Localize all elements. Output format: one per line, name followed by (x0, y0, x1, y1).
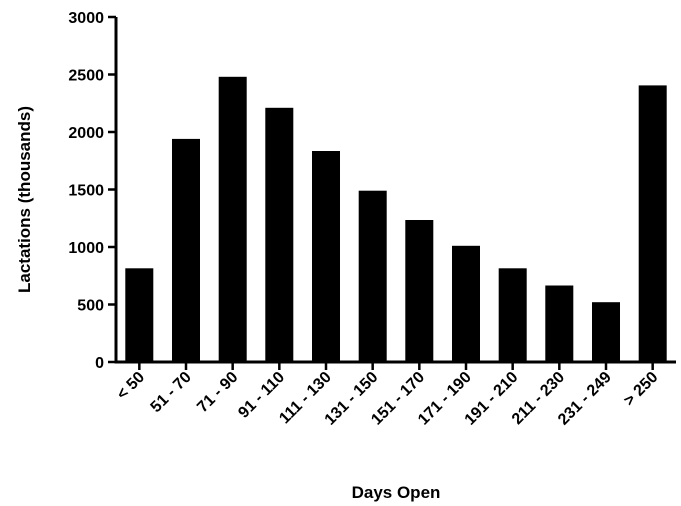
x-axis-title: Days Open (352, 483, 441, 502)
bar (312, 151, 340, 362)
x-tick-label: 51 - 70 (148, 369, 195, 416)
bar (172, 138, 200, 362)
y-tick-label: 2000 (68, 125, 104, 142)
y-tick-label: 0 (95, 355, 104, 372)
y-axis-title: Lactations (thousands) (15, 106, 34, 293)
y-axis-ticks: 0 500 1000 1500 2000 2500 3000 (68, 10, 116, 372)
y-tick-label: 1500 (68, 183, 104, 200)
y-tick-label: 500 (77, 298, 104, 315)
bar (638, 85, 667, 363)
bar (592, 302, 620, 362)
bar (265, 107, 294, 362)
x-tick-label: > 250 (621, 369, 662, 410)
y-tick-label: 1000 (68, 240, 104, 257)
x-tick-label: 71 - 90 (194, 369, 241, 416)
bar (498, 268, 527, 362)
y-tick-label: 3000 (68, 10, 104, 27)
x-tick-label: < 50 (114, 369, 148, 403)
bar (452, 245, 480, 362)
bar (358, 190, 387, 362)
bars (125, 76, 667, 363)
bar (125, 268, 154, 362)
bar (545, 285, 574, 362)
bar (405, 220, 434, 362)
bar (218, 76, 247, 363)
y-tick-label: 2500 (68, 68, 104, 85)
